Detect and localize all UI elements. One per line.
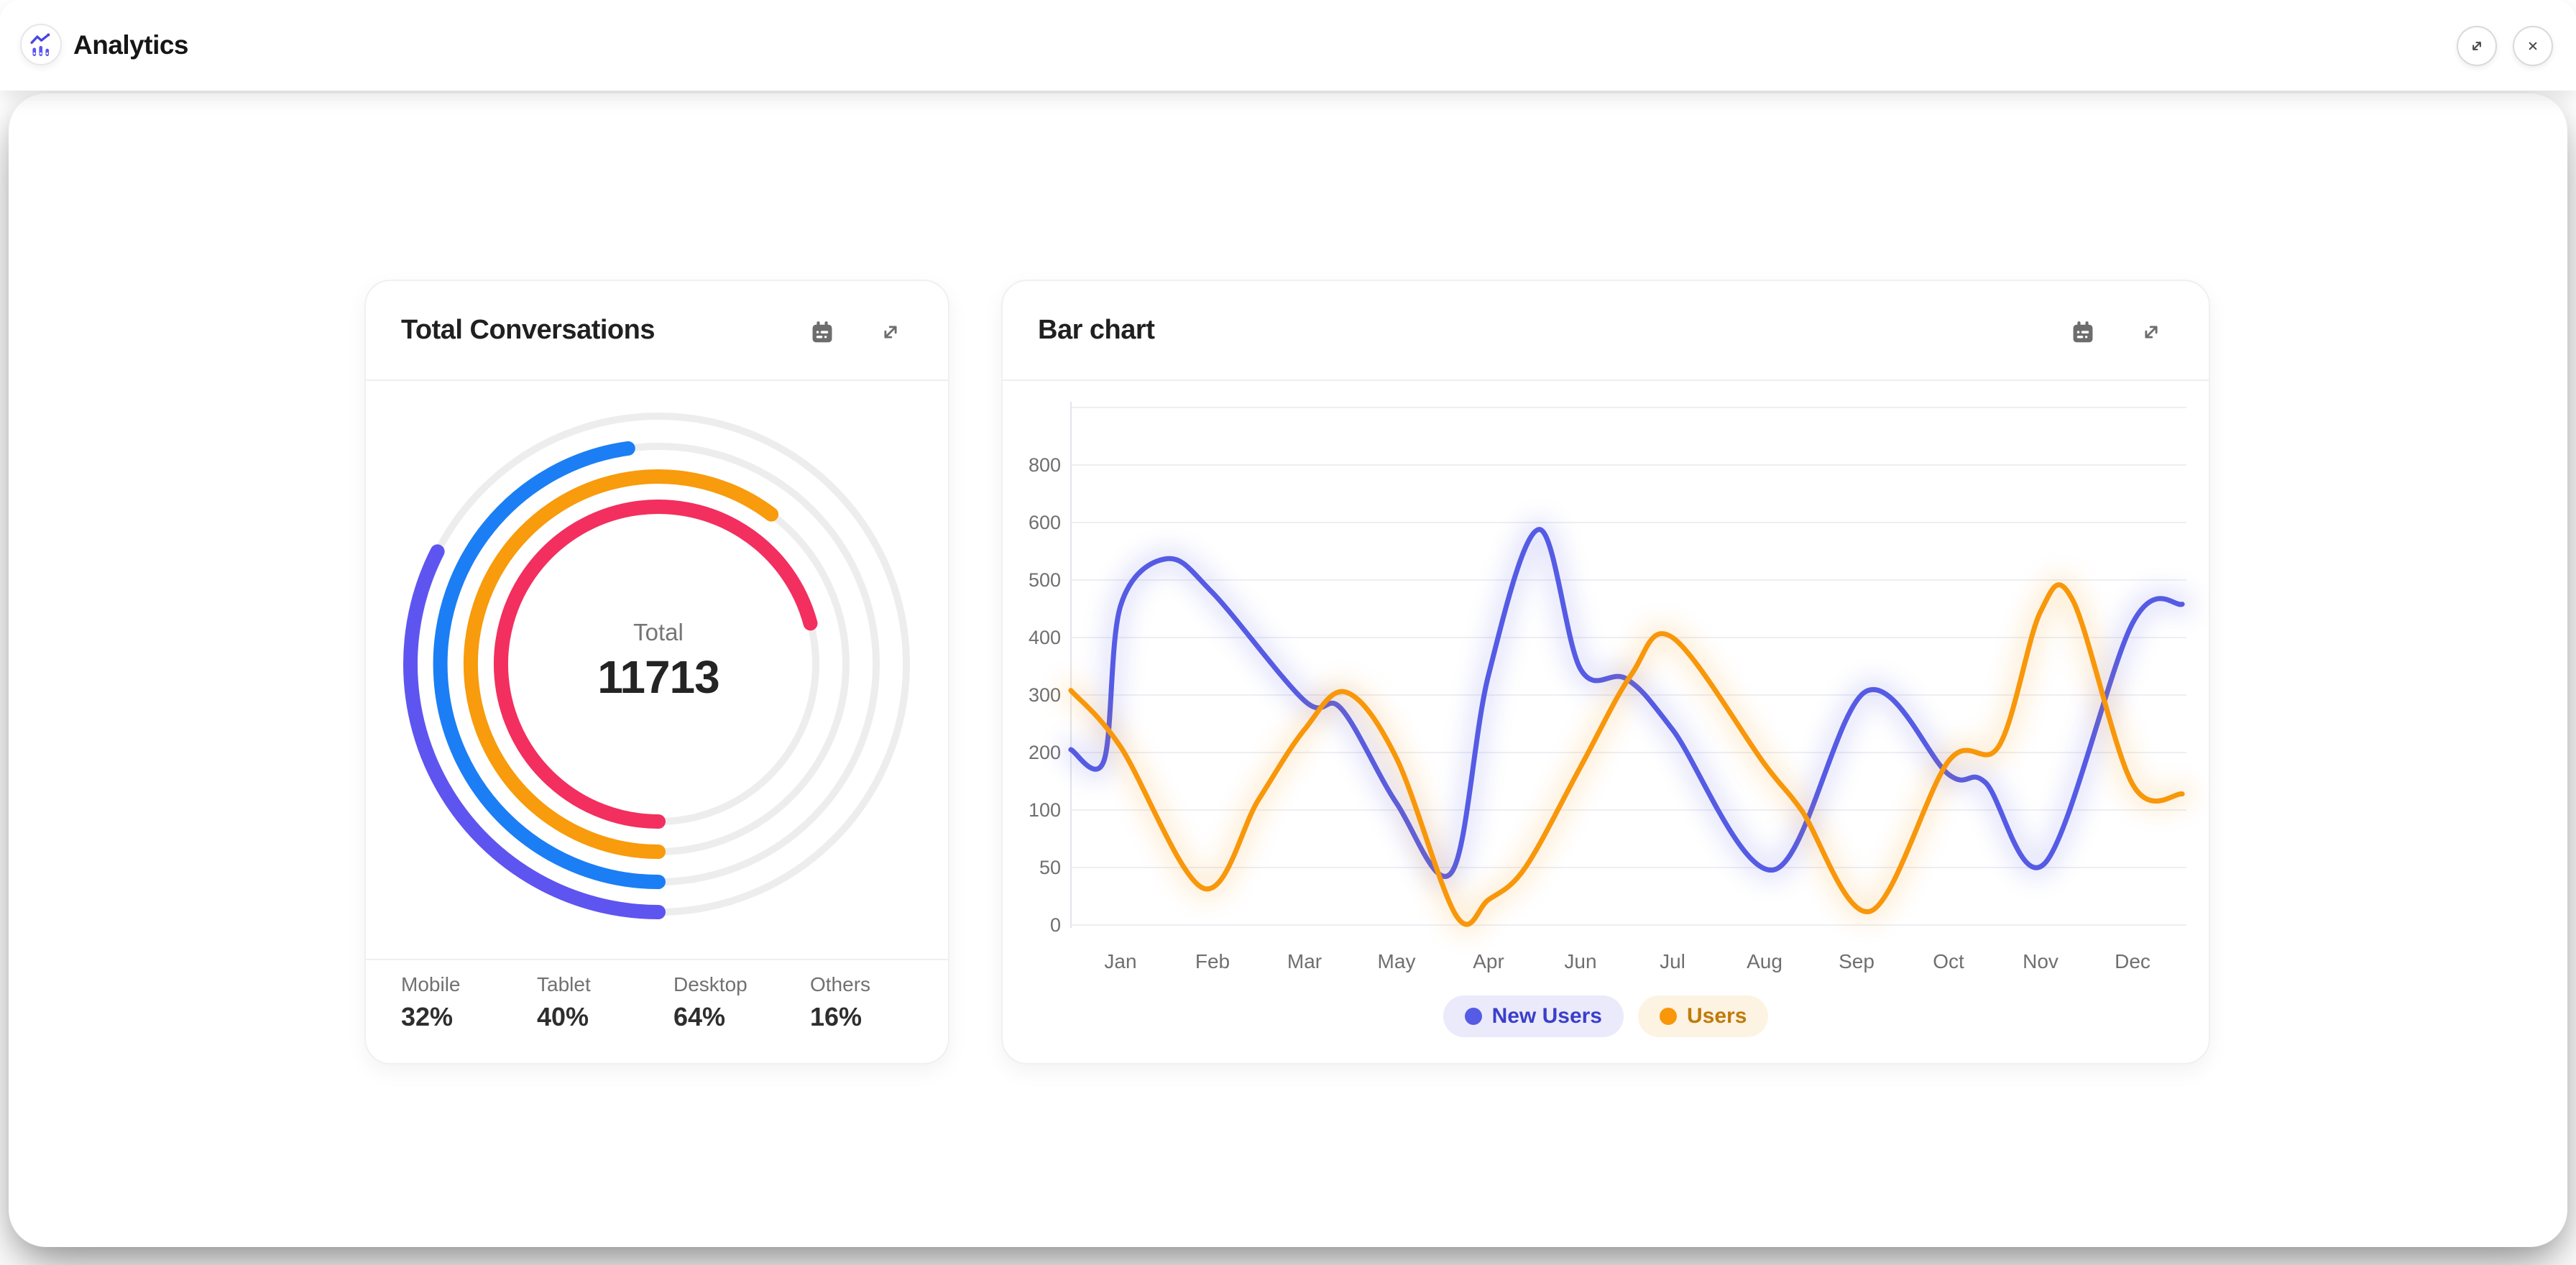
calendar-button[interactable] bbox=[2060, 309, 2106, 355]
stat-tablet: Tablet 40% bbox=[537, 973, 666, 1032]
card-header: Bar chart bbox=[1003, 281, 2209, 381]
x-tick-label: Jul bbox=[1660, 950, 1685, 972]
expand-icon bbox=[2145, 326, 2158, 339]
x-tick-label: Oct bbox=[1933, 950, 1964, 972]
x-tick-label: May bbox=[1378, 950, 1416, 972]
stat-value: 16% bbox=[810, 1002, 862, 1031]
stat-label: Tablet bbox=[537, 973, 591, 995]
calendar-icon bbox=[2073, 321, 2093, 343]
stat-label: Mobile bbox=[401, 973, 461, 995]
card-header: Total Conversations bbox=[366, 281, 948, 381]
card-title: Total Conversations bbox=[401, 315, 655, 345]
expand-card-button[interactable] bbox=[2128, 309, 2174, 355]
y-tick-label: 300 bbox=[1029, 684, 1061, 706]
legend-pill-new-users[interactable]: New Users bbox=[1443, 995, 1624, 1037]
chart-mixed-icon bbox=[30, 33, 50, 57]
card-title: Bar chart bbox=[1038, 315, 1155, 345]
calendar-button[interactable] bbox=[799, 309, 845, 355]
x-tick-label: Dec bbox=[2115, 950, 2150, 972]
stats-divider bbox=[366, 959, 948, 960]
close-x-icon bbox=[2529, 42, 2537, 50]
app-logo bbox=[20, 24, 62, 65]
radial-center: Total 11713 bbox=[515, 619, 802, 704]
legend-dot bbox=[1660, 1008, 1677, 1025]
y-tick-label: 400 bbox=[1029, 627, 1061, 648]
legend-dot bbox=[1464, 1008, 1482, 1025]
stat-label: Others bbox=[810, 973, 871, 995]
radial-arc-mobile bbox=[403, 544, 666, 919]
expand-diagonal-icon bbox=[2472, 42, 2481, 50]
page-title: Analytics bbox=[73, 30, 189, 60]
stat-label: Desktop bbox=[673, 973, 748, 995]
y-tick-label: 50 bbox=[1039, 857, 1061, 878]
stat-desktop: Desktop 64% bbox=[673, 973, 803, 1032]
card-bar-chart: Bar chart 0 50 100 200 300 400 500 600 800 Jan Feb… bbox=[1001, 280, 2210, 1064]
stat-mobile: Mobile 32% bbox=[401, 973, 530, 1032]
calendar-icon bbox=[812, 321, 832, 343]
expand-card-button[interactable] bbox=[868, 309, 914, 355]
legend-label: Users bbox=[1687, 1004, 1747, 1028]
stat-value: 64% bbox=[673, 1002, 726, 1031]
x-tick-label: Jan bbox=[1104, 950, 1136, 972]
x-tick-label: Aug bbox=[1747, 950, 1782, 972]
x-tick-label: Apr bbox=[1473, 950, 1504, 972]
legend-pill-users[interactable]: Users bbox=[1638, 995, 1769, 1037]
x-tick-label: Feb bbox=[1195, 950, 1230, 972]
window-expand-button[interactable] bbox=[2457, 26, 2497, 66]
x-tick-label: Jun bbox=[1564, 950, 1596, 972]
x-tick-label: Sep bbox=[1839, 950, 1874, 972]
x-tick-label: Nov bbox=[2023, 950, 2058, 972]
y-tick-label: 200 bbox=[1029, 742, 1061, 763]
main-window: Total Conversations Total 11713 Mobi bbox=[9, 93, 2567, 1247]
top-bar: Analytics bbox=[0, 0, 2576, 91]
card-total-conversations: Total Conversations Total 11713 Mobi bbox=[364, 280, 949, 1064]
stat-value: 32% bbox=[401, 1002, 454, 1031]
y-tick-label: 500 bbox=[1029, 569, 1061, 591]
y-tick-label: 0 bbox=[1050, 914, 1061, 936]
series-line-new-users bbox=[1068, 527, 2185, 879]
stat-others: Others 16% bbox=[810, 973, 939, 1032]
y-tick-label: 100 bbox=[1029, 799, 1061, 821]
chart-legend: New Users Users bbox=[1003, 995, 2209, 1037]
total-value: 11713 bbox=[597, 651, 719, 703]
total-label: Total bbox=[633, 619, 684, 645]
window-close-button[interactable] bbox=[2513, 26, 2553, 66]
series-line-users bbox=[1068, 582, 2185, 927]
line-chart-canvas: 0 50 100 200 300 400 500 600 800 Jan Feb Mar May Apr J… bbox=[1029, 402, 2195, 972]
y-tick-label: 800 bbox=[1029, 454, 1061, 476]
y-tick-label: 600 bbox=[1029, 512, 1061, 533]
expand-icon bbox=[884, 326, 897, 339]
stat-value: 40% bbox=[537, 1002, 589, 1031]
x-tick-label: Mar bbox=[1287, 950, 1322, 972]
legend-label: New Users bbox=[1491, 1004, 1602, 1028]
